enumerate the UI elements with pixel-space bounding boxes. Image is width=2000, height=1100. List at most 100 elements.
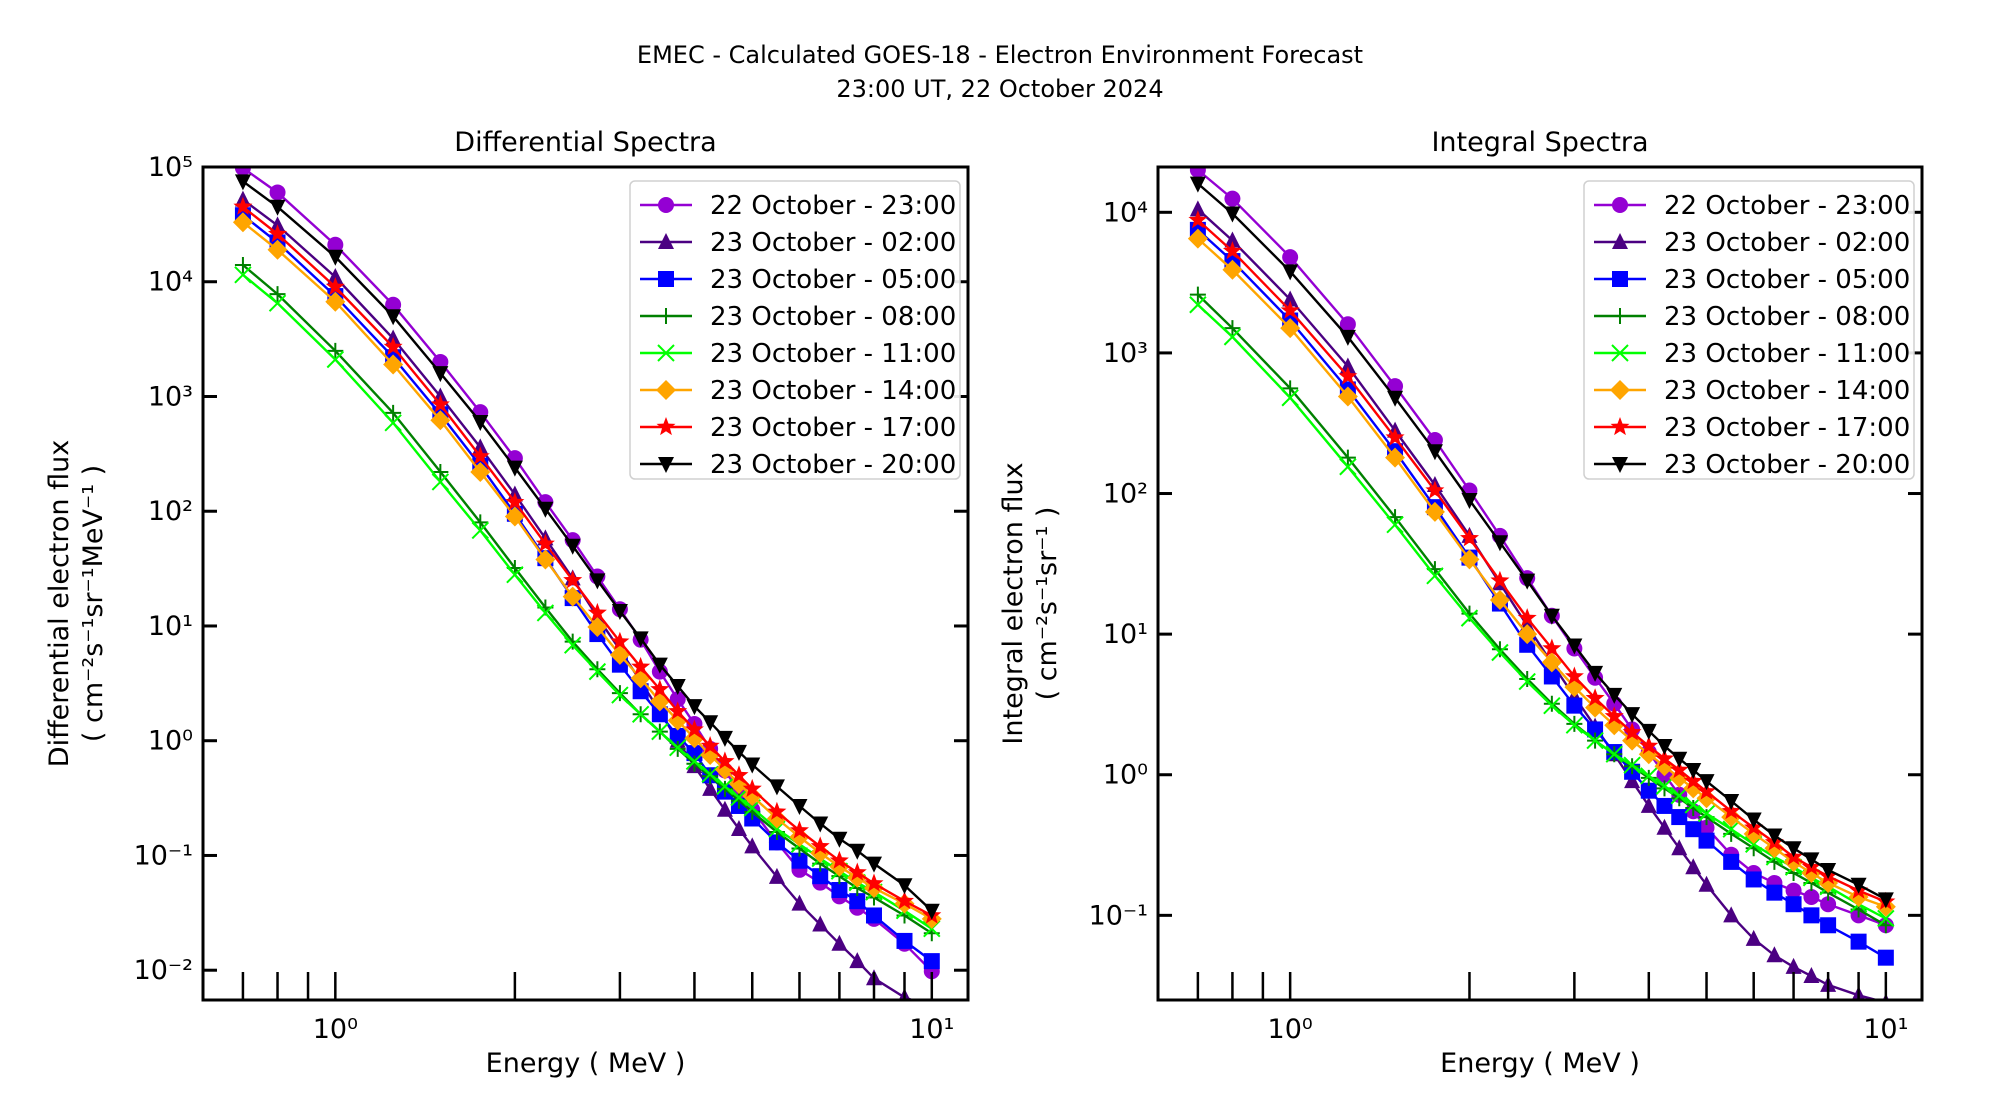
legend-item[interactable]: 23 October - 14:00: [640, 376, 956, 406]
data-point: [1606, 687, 1623, 704]
legend-marker: [658, 233, 674, 249]
data-point: [700, 736, 720, 755]
legend-item[interactable]: 22 October - 23:00: [640, 191, 956, 221]
data-point: [812, 868, 829, 885]
data-point: [1721, 807, 1742, 828]
data-point: [849, 843, 866, 860]
legend-item[interactable]: 23 October - 20:00: [1594, 450, 1910, 480]
data-point: [716, 777, 734, 796]
figure-subtitle: 23:00 UT, 22 October 2024: [836, 75, 1164, 103]
legend-item[interactable]: 23 October - 05:00: [640, 265, 956, 295]
legend-label: 23 October - 02:00: [1664, 228, 1910, 258]
data-point: [1671, 751, 1688, 768]
data-point: [1543, 668, 1560, 685]
legend-item[interactable]: 23 October - 08:00: [1594, 302, 1910, 332]
legend-item[interactable]: 23 October - 11:00: [1594, 339, 1910, 369]
data-point: [1640, 796, 1657, 813]
legend-item[interactable]: 23 October - 17:00: [640, 413, 956, 443]
data-point: [768, 867, 785, 884]
data-point: [611, 685, 628, 702]
data-point: [1338, 366, 1358, 385]
legend-marker: [1612, 308, 1628, 324]
data-point: [1698, 819, 1715, 836]
data-point: [1385, 447, 1406, 468]
legend-marker: [658, 271, 674, 287]
data-point: [1640, 769, 1657, 786]
data-point: [563, 570, 583, 589]
data-point: [831, 831, 848, 848]
y-tick-label: 10⁻¹: [1089, 900, 1148, 931]
data-point: [1189, 286, 1206, 303]
data-point: [1282, 380, 1299, 397]
data-point: [269, 199, 286, 216]
integral-spectra-panel: Integral Spectra 10⁴ 10³ 10² 10¹ 10⁰ 10⁻¹ 10⁰ 10…: [998, 127, 1924, 1079]
data-point: [702, 768, 719, 785]
data-point: [1566, 638, 1583, 655]
data-point: [1189, 200, 1206, 217]
legend: 22 October - 23:00 23 October - 02:00 23 O…: [1583, 180, 1915, 480]
data-point: [1224, 190, 1241, 207]
data-point: [1801, 863, 1822, 884]
y-tick-label: 10²: [1103, 479, 1148, 510]
legend-label: 23 October - 17:00: [1664, 413, 1910, 443]
data-point: [587, 602, 607, 621]
legend-item[interactable]: 23 October - 11:00: [640, 339, 956, 369]
data-point: [744, 757, 761, 774]
data-point: [1723, 853, 1740, 870]
legend-label: 23 October - 20:00: [1664, 450, 1910, 480]
data-point: [1543, 695, 1560, 712]
legend-item[interactable]: 23 October - 17:00: [1594, 413, 1910, 443]
data-point: [1490, 570, 1510, 589]
legend-item[interactable]: 23 October - 14:00: [1594, 376, 1910, 406]
data-point: [651, 657, 668, 674]
legend-frame: [1583, 180, 1915, 480]
data-point: [1696, 788, 1717, 809]
data-point: [1565, 716, 1584, 734]
legend-item[interactable]: 22 October - 23:00: [1594, 191, 1910, 221]
data-point: [1877, 909, 1895, 928]
data-point: [327, 236, 344, 253]
legend-item[interactable]: 23 October - 05:00: [1594, 265, 1910, 295]
data-point: [1587, 721, 1604, 738]
data-point: [1385, 427, 1405, 446]
data-point: [327, 267, 344, 284]
data-point: [810, 843, 831, 864]
data-point: [716, 780, 733, 797]
y-tick-label: 10⁻²: [134, 955, 193, 986]
data-point: [923, 903, 940, 920]
data-point: [790, 820, 809, 839]
legend-marker: [1610, 417, 1630, 436]
data-point: [1387, 378, 1404, 395]
data-point: [1518, 672, 1536, 691]
data-point: [631, 705, 650, 723]
data-point: [812, 915, 829, 932]
y-tick-label: 10⁻¹: [134, 840, 193, 871]
legend-item[interactable]: 23 October - 20:00: [640, 450, 956, 480]
data-point: [385, 296, 402, 313]
legend-marker: [1612, 233, 1628, 249]
data-point: [1669, 760, 1689, 779]
data-point: [1820, 896, 1837, 913]
data-point: [472, 414, 489, 431]
data-point: [1698, 832, 1715, 849]
data-point: [1189, 176, 1206, 193]
y-tick-label: 10¹: [1103, 619, 1148, 650]
figure-title: EMEC - Calculated GOES-18 - Electron Env…: [636, 41, 1364, 69]
legend-item[interactable]: 23 October - 08:00: [640, 302, 956, 332]
legend-item[interactable]: 23 October - 02:00: [1594, 228, 1910, 258]
data-point: [506, 460, 523, 477]
data-point: [536, 604, 555, 622]
legend-item[interactable]: 23 October - 02:00: [640, 228, 956, 258]
y-axis-units: ( cm⁻²s⁻¹sr⁻¹MeV⁻¹ ): [78, 465, 109, 742]
data-point: [1656, 739, 1673, 756]
y-tick-label: 10³: [1103, 338, 1148, 369]
legend-label: 23 October - 02:00: [710, 228, 956, 258]
data-point: [1282, 290, 1299, 307]
data-point: [1745, 871, 1762, 888]
data-point: [1587, 665, 1604, 682]
data-point: [810, 836, 830, 855]
data-point: [1542, 638, 1562, 657]
data-point: [1337, 386, 1358, 407]
data-point: [1339, 458, 1357, 476]
data-point: [1387, 390, 1404, 407]
